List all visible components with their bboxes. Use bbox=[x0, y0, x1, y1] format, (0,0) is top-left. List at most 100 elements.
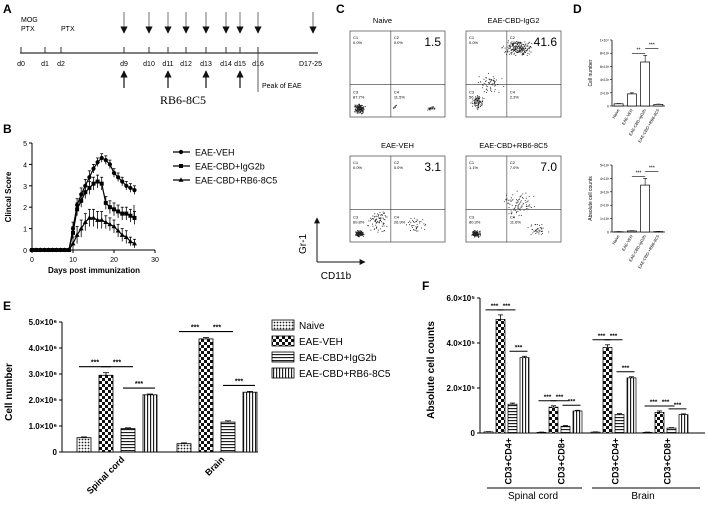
flow-dot-0-0-44 bbox=[357, 109, 358, 111]
flow-dot-1-2-52 bbox=[493, 80, 495, 82]
flow-dot-2-2-37 bbox=[410, 225, 412, 227]
flow-dot-1-0-108 bbox=[501, 47, 503, 48]
flow-dot-3-1-30 bbox=[516, 211, 517, 213]
flow-dot-2-1-42 bbox=[381, 214, 383, 216]
flow-quad-pct-1-1: 41.6% bbox=[510, 40, 522, 45]
flow-dot-0-2-22 bbox=[428, 107, 430, 109]
flow-dot-3-1-61 bbox=[519, 202, 521, 204]
flow-dot-1-1-81 bbox=[472, 103, 474, 105]
flow-dot-3-0-104 bbox=[475, 234, 477, 236]
panel-c-flow-plots: NaiveC10.0%C20.0%C387.7%C411.5%1.5EAE-CB… bbox=[298, 16, 562, 282]
flow-dot-3-1-86 bbox=[519, 209, 521, 211]
flow-dot-1-0-152 bbox=[521, 49, 523, 50]
flow-dot-1-0-186 bbox=[508, 53, 510, 55]
flow-dot-1-0-39 bbox=[518, 47, 520, 49]
flow-quad-label-1-1: C2 bbox=[510, 35, 516, 40]
f-sig-2-0: *** bbox=[598, 333, 606, 340]
flow-dot-1-0-173 bbox=[510, 49, 512, 51]
flow-dot-2-1-72 bbox=[371, 223, 373, 225]
flow-plot-value-2: 3.1 bbox=[424, 160, 441, 174]
e-legend-label-2: EAE-CBD+IgG2b bbox=[299, 353, 377, 364]
flow-dot-2-2-39 bbox=[407, 221, 409, 223]
e-ytick-label-0: 0 bbox=[53, 448, 58, 457]
flow-dot-1-1-85 bbox=[475, 104, 477, 106]
flow-dot-0-2-14 bbox=[430, 106, 432, 108]
flow-dot-1-0-169 bbox=[513, 46, 515, 48]
f-sig-0-2: *** bbox=[515, 344, 523, 351]
flow-dot-1-0-6 bbox=[522, 44, 524, 45]
flow-dot-1-0-171 bbox=[523, 44, 525, 46]
flow-dot-3-0-149 bbox=[476, 230, 478, 232]
flow-dot-2-0-155 bbox=[357, 230, 358, 232]
d-top-ytick-label-1: 2×10³ bbox=[600, 91, 610, 95]
flow-dot-3-0-135 bbox=[477, 232, 479, 234]
flow-dot-0-0-161 bbox=[356, 107, 358, 109]
flow-dot-0-0-70 bbox=[364, 106, 366, 107]
flow-dot-1-0-52 bbox=[513, 42, 515, 44]
flow-dot-2-0-116 bbox=[356, 235, 358, 237]
flow-dot-2-2-26 bbox=[412, 219, 414, 221]
flow-dot-1-0-49 bbox=[530, 47, 532, 49]
day-label-4: d10 bbox=[143, 61, 155, 68]
flow-dot-3-0-110 bbox=[475, 235, 477, 237]
flow-dot-3-1-8 bbox=[516, 190, 518, 192]
flow-dot-1-1-32 bbox=[475, 99, 477, 101]
flow-dot-1-0-32 bbox=[530, 51, 532, 53]
d-bot-sig-0: *** bbox=[636, 170, 642, 176]
flow-dot-1-0-65 bbox=[516, 49, 518, 51]
flow-dot-3-1-0 bbox=[516, 199, 518, 201]
flow-dot-0-0-136 bbox=[361, 113, 363, 115]
flow-dot-1-0-51 bbox=[511, 49, 513, 50]
flow-dot-1-0-168 bbox=[526, 54, 528, 56]
flow-dot-3-1-42 bbox=[508, 202, 510, 204]
flow-dot-2-2-17 bbox=[415, 221, 417, 223]
flow-dot-1-2-22 bbox=[493, 80, 495, 82]
flow-quad-pct-0-3: 11.5% bbox=[394, 94, 405, 99]
flow-dot-1-2-28 bbox=[486, 85, 487, 87]
flow-dot-2-1-58 bbox=[371, 218, 373, 219]
e-sig-1-0: *** bbox=[191, 325, 199, 332]
flow-dot-1-0-156 bbox=[521, 46, 523, 48]
flow-dot-0-0-141 bbox=[359, 106, 361, 107]
e-bar-1-0 bbox=[176, 443, 192, 453]
flow-dot-0-0-61 bbox=[355, 104, 357, 106]
flow-dot-1-0-92 bbox=[513, 50, 515, 52]
flow-dot-1-1-1 bbox=[471, 101, 473, 103]
flow-dot-0-0-103 bbox=[359, 104, 360, 105]
flow-dot-1-1-47 bbox=[472, 99, 474, 101]
flow-dot-3-1-22 bbox=[505, 199, 507, 201]
flow-dot-3-2-23 bbox=[538, 233, 540, 235]
flow-dot-0-0-171 bbox=[359, 109, 361, 111]
b-ytick-label-3: 3 bbox=[23, 184, 27, 191]
b-point-2-14 bbox=[86, 215, 92, 220]
flow-dot-2-1-49 bbox=[374, 219, 376, 221]
flow-dot-2-2-13 bbox=[412, 229, 414, 231]
flow-dot-1-2-58 bbox=[485, 77, 487, 79]
flow-dot-1-0-177 bbox=[506, 51, 508, 53]
b-point-2-25 bbox=[132, 240, 137, 246]
flow-dot-1-1-78 bbox=[479, 101, 481, 103]
flow-dot-2-2-5 bbox=[424, 228, 426, 230]
flow-dot-0-0-154 bbox=[359, 112, 361, 114]
flow-dot-3-0-12 bbox=[472, 234, 474, 236]
flow-quad-pct-1-2: 56.1% bbox=[469, 94, 481, 99]
flow-dot-2-1-75 bbox=[383, 223, 385, 224]
flow-dot-1-2-16 bbox=[491, 83, 493, 85]
flow-dot-2-0-140 bbox=[357, 234, 359, 236]
flow-plot-frame-3 bbox=[465, 155, 562, 243]
flow-dot-2-2-2 bbox=[420, 221, 422, 223]
flow-dot-1-0-192 bbox=[524, 51, 526, 53]
flow-dot-3-2-6 bbox=[537, 231, 539, 233]
flow-dot-0-0-159 bbox=[360, 107, 362, 109]
flow-dot-2-1-46 bbox=[371, 218, 373, 220]
b-point-2-21 bbox=[115, 228, 121, 233]
flow-dot-1-0-23 bbox=[509, 46, 511, 48]
flow-dot-0-0-170 bbox=[357, 108, 359, 110]
flow-dot-2-1-1 bbox=[382, 214, 383, 216]
flow-dot-1-0-102 bbox=[511, 42, 513, 44]
flow-dot-2-2-19 bbox=[410, 230, 412, 231]
flow-quad-pct-3-0: 1.1% bbox=[469, 165, 479, 170]
flow-dot-1-0-142 bbox=[513, 44, 515, 46]
flow-dot-0-2-0 bbox=[434, 107, 436, 109]
